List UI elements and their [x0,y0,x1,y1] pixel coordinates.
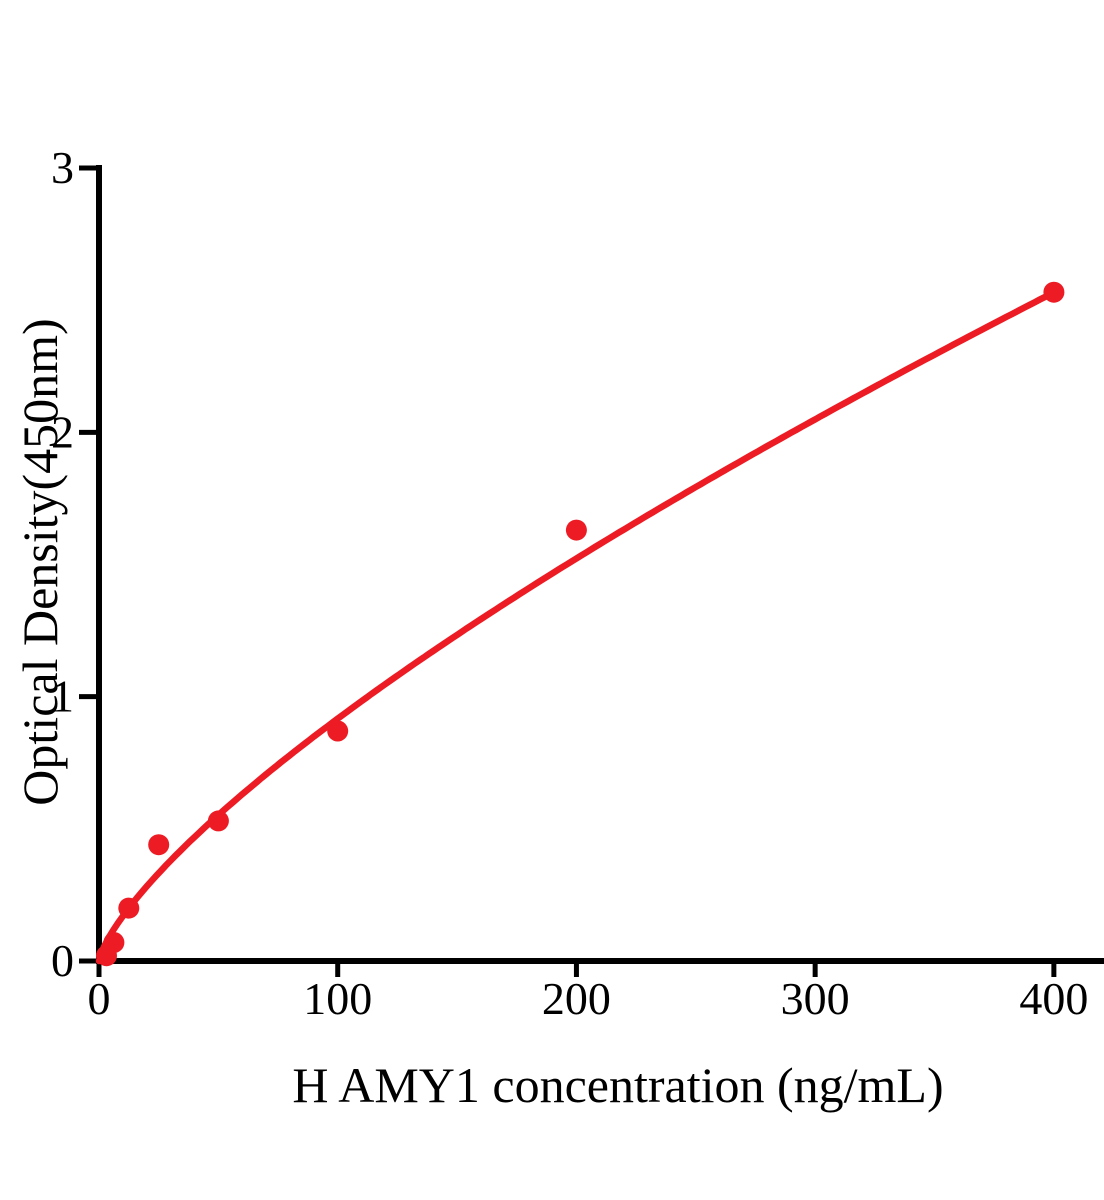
y-tick-label: 2 [51,406,74,457]
data-points-group [96,281,1065,967]
x-axis-title: H AMY1 concentration (ng/mL) [292,1057,943,1113]
x-tick-label: 300 [781,973,850,1024]
data-point [148,834,170,856]
y-tick-label: 0 [51,935,74,986]
data-point [565,519,587,541]
y-axis-title: Optical Density(450nm) [12,318,68,805]
x-tick-label: 100 [303,973,372,1024]
data-point [1043,281,1065,303]
y-tick-label: 3 [51,142,74,193]
data-point [327,720,349,742]
x-tick-label: 200 [542,973,611,1024]
fit-curve [95,289,1058,965]
x-tick-label: 0 [88,973,111,1024]
y-tick-label: 1 [51,671,74,722]
data-point [103,932,125,953]
axes-group: 0 1 2 3 0 100 200 300 400 [51,142,1104,1024]
fit-curve-group [95,289,1058,965]
x-tick-label: 400 [1019,973,1088,1024]
data-point [207,810,229,832]
data-point [118,897,140,919]
